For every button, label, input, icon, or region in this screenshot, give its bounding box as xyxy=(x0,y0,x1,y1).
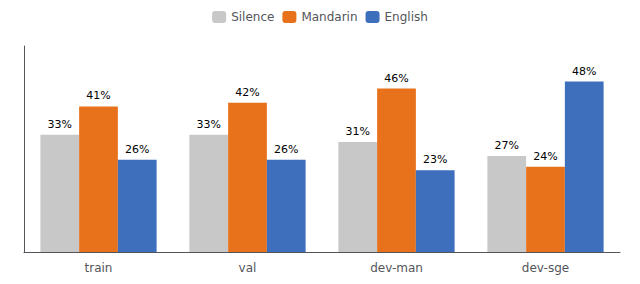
svg-text:train: train xyxy=(85,261,113,275)
svg-text:Mandarin: Mandarin xyxy=(301,10,357,24)
svg-text:26%: 26% xyxy=(125,143,149,156)
svg-text:41%: 41% xyxy=(86,89,110,102)
svg-text:48%: 48% xyxy=(572,65,596,78)
svg-text:dev-man: dev-man xyxy=(370,261,423,275)
svg-text:English: English xyxy=(385,10,428,24)
svg-text:26%: 26% xyxy=(274,143,298,156)
svg-text:42%: 42% xyxy=(235,86,259,99)
svg-text:val: val xyxy=(239,261,257,275)
svg-text:31%: 31% xyxy=(346,125,370,138)
svg-text:23%: 23% xyxy=(423,153,447,166)
svg-text:24%: 24% xyxy=(533,150,557,163)
svg-text:dev-sge: dev-sge xyxy=(522,261,569,275)
svg-text:27%: 27% xyxy=(495,139,519,152)
svg-text:33%: 33% xyxy=(197,118,221,131)
svg-text:33%: 33% xyxy=(48,118,72,131)
svg-text:Silence: Silence xyxy=(231,10,274,24)
svg-text:46%: 46% xyxy=(384,72,408,85)
